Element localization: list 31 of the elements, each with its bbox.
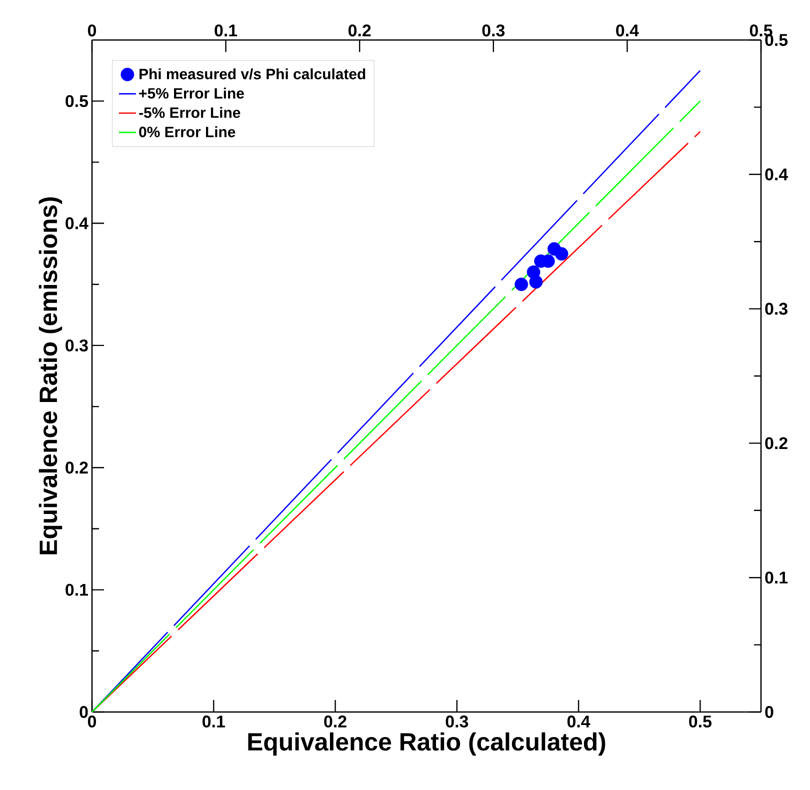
x2-tick-label: 0.2 <box>348 24 371 36</box>
x-tick-label: 0.3 <box>446 716 468 728</box>
x-tick-label: 0.4 <box>567 716 590 728</box>
y2-tick-label: 0 <box>765 706 774 718</box>
x2-tick-label: 0.4 <box>616 24 639 36</box>
y-tick-label: 0.5 <box>66 95 88 108</box>
y-tick-label: 0.4 <box>66 217 88 230</box>
x2-tick-label: 0 <box>88 24 96 36</box>
x2-tick-label: 0.1 <box>214 24 238 36</box>
x2-tick-label: 0.3 <box>482 24 505 36</box>
y2-tick-label: 0.4 <box>765 168 788 180</box>
point <box>529 275 543 289</box>
x-tick-label: 0.2 <box>324 716 346 728</box>
y-tick-label: 0.2 <box>66 462 88 474</box>
point <box>554 247 568 261</box>
point <box>514 278 528 292</box>
y-tick-label: 0.3 <box>66 339 88 352</box>
y2-tick-label: 0.1 <box>765 572 788 584</box>
y2-tick-label: 0.3 <box>765 302 788 315</box>
legend-label: 0% Error Line <box>139 126 236 138</box>
x-axis-title: Equivalence Ratio (calculated) <box>248 732 606 756</box>
x-tick-label: 0.1 <box>202 716 225 728</box>
y-tick-label: 0 <box>80 706 88 718</box>
legend-label: -5% Error Line <box>139 106 240 118</box>
x-tick-label: 0.5 <box>689 716 712 728</box>
y-axis-title: Equivalence Ratio (emissions) <box>38 197 62 554</box>
legend-label: +5% Error Line <box>139 88 244 99</box>
legend-label: Phi measured v/s Phi calculated <box>140 68 366 80</box>
y2-tick-label: 0.2 <box>765 437 788 450</box>
x-tick-label: 0 <box>88 716 96 728</box>
y-tick-label: 0.1 <box>66 584 88 596</box>
